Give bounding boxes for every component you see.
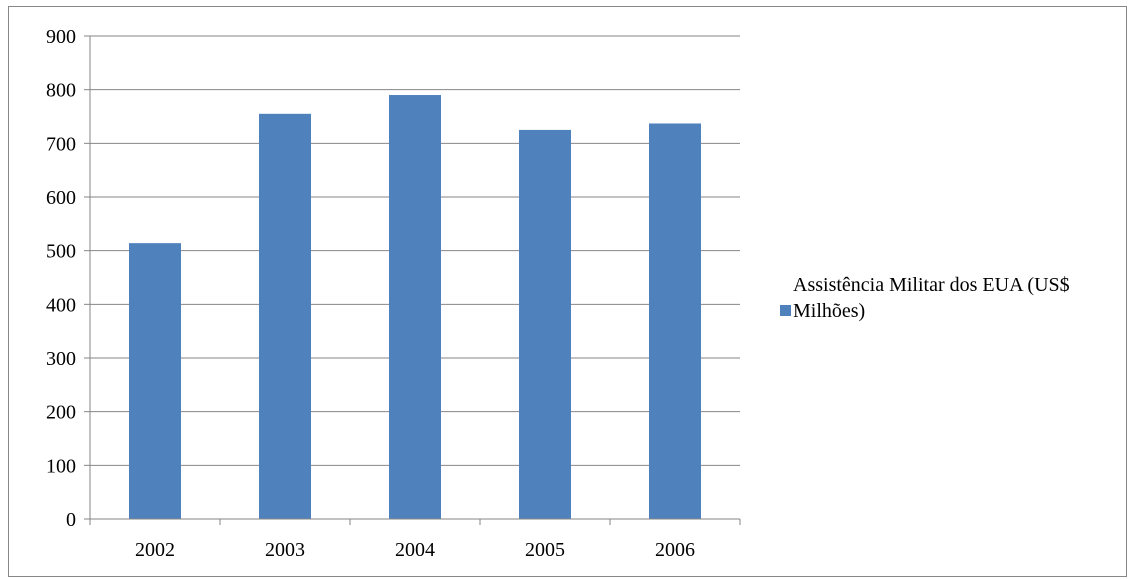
y-tick-label: 700 <box>46 133 76 155</box>
y-tick-labels: 0 100 200 300 400 500 600 700 800 900 <box>46 26 76 531</box>
bar-2004 <box>389 95 441 520</box>
y-tick-label: 300 <box>46 348 76 370</box>
bar-2006 <box>649 123 701 519</box>
y-tick-label: 600 <box>46 187 76 209</box>
y-tick-label: 900 <box>46 26 76 48</box>
y-tick-label: 100 <box>46 455 76 477</box>
y-tick-label: 400 <box>46 294 76 316</box>
legend-swatch <box>780 305 791 316</box>
bar-2002 <box>129 243 181 520</box>
bars <box>129 95 701 520</box>
y-tick-label: 200 <box>46 402 76 424</box>
bar-2005 <box>519 129 571 519</box>
legend: Assistência Militar dos EUA (US$ Milhões… <box>780 272 1123 324</box>
x-tick-label: 2005 <box>525 539 565 561</box>
x-tick-label: 2003 <box>265 539 305 561</box>
y-tick-label: 800 <box>46 80 76 102</box>
x-tick-label: 2006 <box>655 539 695 561</box>
axes <box>84 35 741 525</box>
bar-2003 <box>259 113 311 520</box>
x-tick-label: 2004 <box>395 539 435 561</box>
legend-label: Assistência Militar dos EUA (US$ Milhões… <box>793 274 1070 322</box>
x-tick-label: 2002 <box>135 539 175 561</box>
x-tick-labels: 2002 2003 2004 2005 2006 <box>135 539 695 561</box>
y-tick-label: 0 <box>66 509 76 531</box>
y-tick-label: 500 <box>46 241 76 263</box>
